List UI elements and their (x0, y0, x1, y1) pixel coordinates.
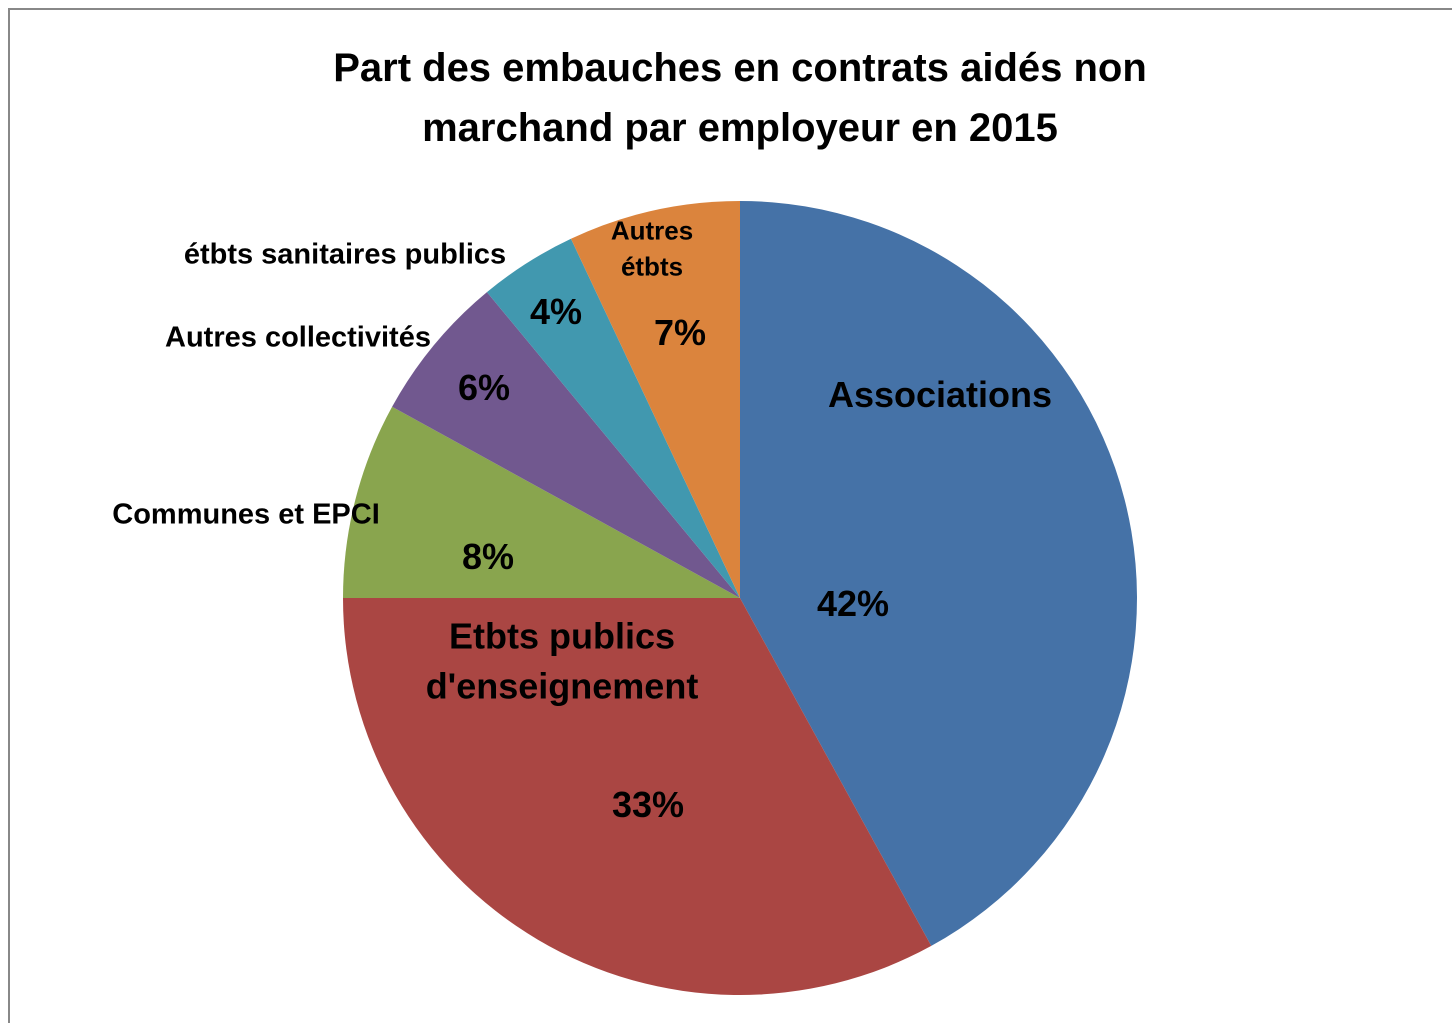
pie-slice (486, 238, 740, 598)
value-label: 8% (461, 535, 515, 577)
value-label: 6% (457, 366, 511, 408)
pie-slice (570, 201, 740, 598)
pie-slice (343, 598, 932, 995)
value-label: 4% (529, 290, 583, 332)
category-label: Communes et EPCI (112, 498, 380, 531)
category-label: Etbts publics d'enseignement (425, 615, 699, 707)
chart-title: Part des embauches en contrats aidés non… (333, 46, 1147, 150)
value-label: 7% (653, 311, 707, 353)
category-label: étbts sanitaires publics (183, 238, 507, 271)
pie-slice (740, 201, 1137, 946)
category-label: Autres collectivités (165, 321, 431, 354)
value-label: 33% (611, 783, 685, 825)
value-label: 42% (816, 582, 890, 624)
chart-frame (8, 8, 1452, 1023)
category-label: Associations (827, 373, 1053, 415)
pie-slice (343, 406, 740, 598)
pie-slice (392, 292, 740, 598)
category-label: Autres étbts (610, 215, 694, 282)
